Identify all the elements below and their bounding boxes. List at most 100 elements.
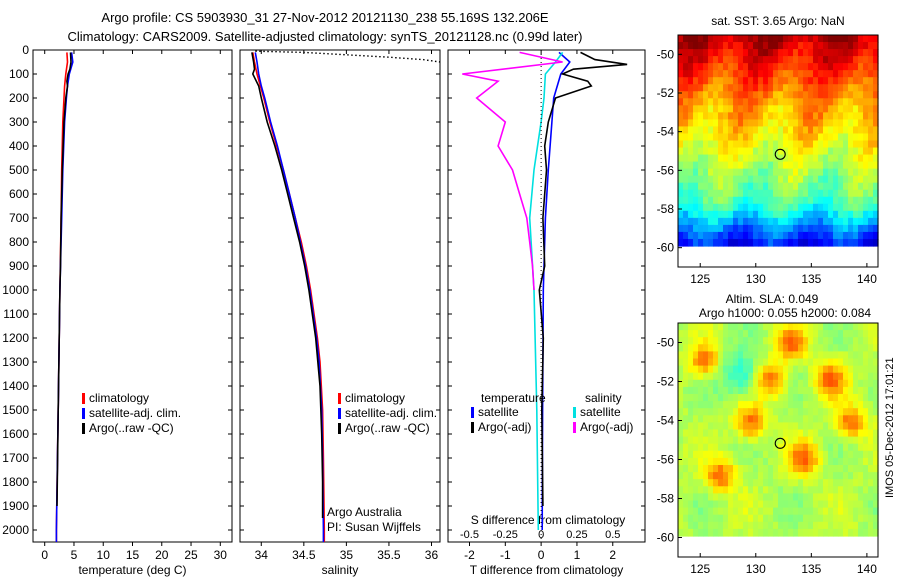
argo-location-marker (774, 437, 786, 449)
sst_map-cell (738, 63, 744, 71)
sla_map-cell (868, 401, 874, 409)
sst_map-cell (683, 217, 689, 226)
sst_map-cell (818, 56, 824, 64)
x-tick-label: 20 (155, 548, 169, 562)
sla_map-cell (768, 394, 774, 402)
sst_map-cell (813, 42, 819, 50)
sst_map-cell (728, 189, 734, 198)
sst_map-cell (748, 217, 754, 226)
sst_map-cell (688, 119, 694, 128)
sst_map-cell (753, 210, 759, 219)
sla_map-cell (698, 436, 704, 445)
sst_map-cell (743, 84, 749, 92)
sla_map-cell (838, 493, 844, 502)
sst_map-cell (808, 161, 814, 170)
sst_map-cell (703, 91, 709, 99)
sst_map-cell (748, 91, 754, 99)
sst_map-cell (723, 189, 729, 198)
sst_map-cell (683, 133, 689, 142)
sla_map-cell (838, 528, 844, 537)
sst_map-cell (828, 42, 834, 50)
sla_map-cell (868, 521, 874, 530)
sla_map-cell (833, 472, 839, 480)
sla_map-cell (683, 401, 689, 409)
y-tick-label: 200 (9, 91, 29, 105)
sst_map-cell (813, 140, 819, 149)
sst_map-cell (703, 140, 709, 149)
sla_map-cell (788, 330, 794, 338)
sst_map-cell (853, 77, 859, 85)
sla_map-cell (753, 521, 759, 530)
sla_map-cell (803, 500, 809, 509)
sst_map-cell (728, 35, 734, 43)
sst_map-cell (788, 119, 794, 128)
sst_map-cell (828, 154, 834, 163)
sla_map-cell (783, 500, 789, 509)
sst_map-cell (708, 91, 714, 99)
sla_map-cell (793, 415, 799, 423)
sla_map-cell (788, 394, 794, 402)
sla_map-cell (848, 436, 854, 445)
sst_map-cell (808, 119, 814, 128)
sla_map-cell (758, 457, 764, 466)
sla_map-cell (823, 344, 829, 352)
sst_map-cell (833, 147, 839, 156)
sla_map-cell (818, 394, 824, 402)
sst_map-cell (873, 189, 879, 198)
sla_map-cell (738, 465, 744, 473)
sla_map-cell (723, 528, 729, 537)
y-tick-label: 400 (9, 139, 29, 153)
sla_map-cell (708, 493, 714, 502)
sst_map-cell (703, 35, 709, 43)
sst_map-cell (738, 105, 744, 113)
sst_map-cell (688, 203, 694, 212)
sla_map-cell (863, 429, 869, 438)
sst_map-cell (728, 238, 734, 247)
sst_map-cell (838, 77, 844, 85)
sst_map-cell (863, 154, 869, 163)
sla_map-cell (758, 422, 764, 431)
sla_map-cell (678, 493, 684, 502)
sla_map-cell (693, 386, 699, 395)
sla_map-cell (848, 408, 854, 416)
sst_map-cell (798, 98, 804, 106)
sst_map-cell (688, 84, 694, 92)
sla_map-cell (828, 514, 834, 523)
sst_map-cell (843, 140, 849, 149)
sst_map-cell (813, 189, 819, 198)
sst_map-cell (818, 147, 824, 156)
sst_map-cell (698, 56, 704, 64)
x-tick-label: -1 (500, 548, 511, 562)
sla_map-cell (708, 401, 714, 409)
sla_map-cell (828, 372, 834, 381)
sst_map-cell (703, 63, 709, 71)
sst_map-cell (753, 161, 759, 170)
sla_map-cell (788, 337, 794, 345)
sla_map-cell (718, 436, 724, 445)
sla_map-cell (718, 465, 724, 473)
sst_map-cell (748, 154, 754, 163)
sla_map-cell (698, 521, 704, 530)
sla_map-cell (858, 379, 864, 388)
sla_map-cell (713, 386, 719, 395)
sst_map-cell (683, 49, 689, 57)
x-tick-label: 34.5 (292, 548, 316, 562)
sla_map-cell (848, 514, 854, 523)
sst_map-cell (788, 210, 794, 219)
sst_map-cell (828, 238, 834, 247)
sst_map-cell (748, 147, 754, 156)
sla_map-cell (703, 528, 709, 537)
sla_map-cell (808, 351, 814, 360)
sla_map-cell (788, 408, 794, 416)
sla_map-cell (858, 528, 864, 537)
sla_map-cell (793, 394, 799, 402)
sst_map-cell (718, 56, 724, 64)
sla_map-cell (733, 344, 739, 352)
sst_map-cell (718, 182, 724, 191)
sst_map-cell (718, 196, 724, 205)
sst_map-cell (863, 203, 869, 212)
sla_map-cell (823, 372, 829, 381)
sst_map-cell (688, 63, 694, 71)
sla_map-cell (728, 450, 734, 459)
